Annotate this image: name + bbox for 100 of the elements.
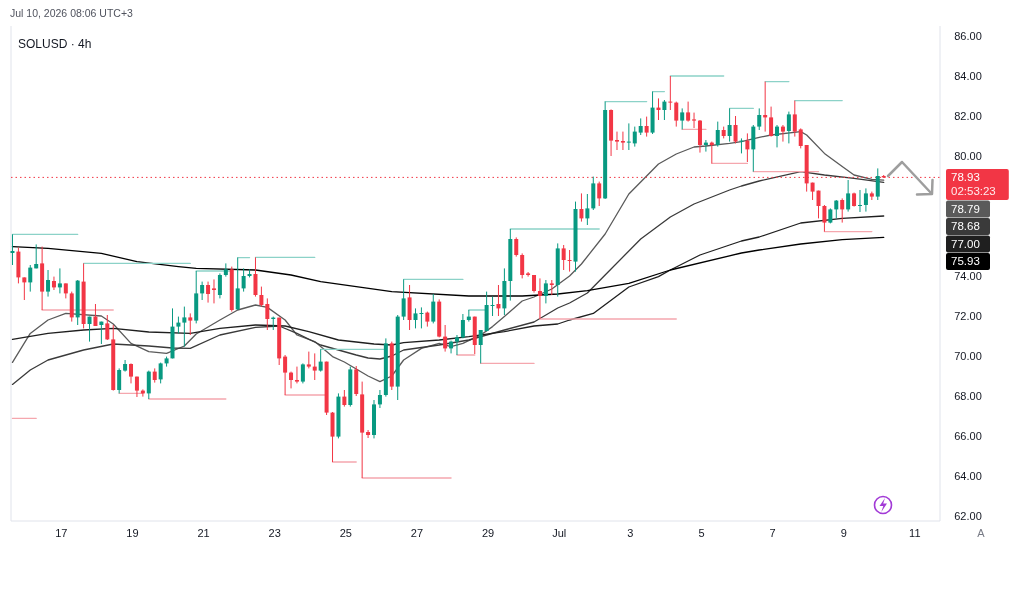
candlestick [87, 316, 92, 343]
candlestick [798, 127, 803, 149]
candlestick [51, 276, 56, 291]
x-tick-label: 11 [909, 527, 921, 539]
candlestick [816, 190, 821, 219]
x-tick-label: 23 [268, 527, 281, 539]
candlestick [715, 121, 720, 148]
candlestick [786, 111, 791, 144]
candlestick [674, 101, 679, 128]
candlestick [668, 75, 673, 111]
candlestick [846, 179, 851, 213]
candlestick [692, 112, 697, 129]
candlestick [840, 197, 845, 224]
candlestick [739, 137, 744, 154]
candlestick [10, 233, 15, 266]
candlestick [318, 348, 323, 373]
y-tick-label: 84.00 [954, 70, 982, 82]
candlestick [330, 411, 335, 463]
candlestick [561, 244, 566, 271]
candlestick [253, 256, 258, 298]
candlestick [615, 131, 619, 151]
y-tick-label: 70.00 [954, 350, 982, 362]
candlestick [478, 329, 483, 364]
x-tick-label: 29 [481, 527, 495, 539]
text: A [977, 527, 986, 539]
candlestick [834, 199, 839, 219]
text: SOLUSD · 4h [18, 37, 92, 51]
candlestick [857, 189, 862, 213]
candlestick [775, 124, 780, 148]
line-series [11, 236, 885, 297]
candlestick [312, 352, 317, 381]
candlestick [443, 324, 448, 353]
candlestick [401, 278, 406, 321]
candlestick [733, 115, 738, 144]
y-tick-label: 72.00 [954, 310, 982, 322]
y-tick-label: 68.00 [954, 390, 982, 402]
candlestick [745, 132, 750, 163]
x-tick-label: 25 [339, 527, 352, 539]
candlestick [117, 367, 122, 394]
candlestick [235, 257, 240, 311]
candlestick [283, 354, 288, 396]
candlestick [644, 116, 649, 138]
x-tick-label: 19 [126, 527, 139, 539]
candlestick [46, 269, 51, 298]
x-tick-label: 3 [627, 527, 634, 539]
candlestick [626, 122, 631, 151]
candlestick [686, 101, 691, 123]
candlestick [662, 99, 667, 121]
line-series [11, 215, 885, 346]
y-tick-label: 64.00 [954, 470, 982, 482]
candlestick [265, 297, 270, 331]
candlestick [579, 192, 584, 223]
candlestick [105, 314, 110, 341]
y-tick-label: 80.00 [954, 150, 982, 162]
x-tick-label: 7 [769, 527, 776, 539]
candlestick [597, 181, 602, 207]
candlestick [188, 312, 193, 336]
text: Jul 10, 2026 08:06 UTC+3 [10, 7, 134, 19]
x-tick-label: 21 [197, 527, 210, 539]
candlestick [680, 107, 685, 130]
candlestick [454, 334, 459, 356]
candlestick [769, 106, 774, 138]
candlestick [792, 100, 797, 138]
candlestick [413, 307, 418, 329]
text: 78.68 [951, 220, 980, 233]
candlestick [407, 284, 412, 331]
candlestick [567, 249, 572, 273]
text: 77.00 [951, 237, 980, 250]
text: 75.93 [951, 255, 980, 268]
candlestick [129, 362, 134, 384]
y-tick-label: 82.00 [954, 110, 982, 122]
candlestick [727, 107, 732, 143]
candlestick [526, 271, 531, 278]
candlestick [217, 272, 222, 299]
x-tick-label: Jul [552, 527, 567, 539]
candlestick [259, 286, 264, 308]
text: 02:53:23 [951, 185, 996, 198]
y-tick-label: 74.00 [954, 270, 982, 282]
candlestick [69, 291, 74, 323]
x-tick-label: 5 [698, 527, 705, 539]
candlestick [585, 193, 590, 226]
candlestick [543, 279, 548, 304]
candlestick [514, 236, 519, 258]
candlestick [632, 126, 637, 148]
line-series [11, 170, 885, 386]
candlestick [146, 370, 151, 400]
candlestick [431, 293, 436, 324]
candlestick [241, 267, 246, 293]
candlestick [182, 306, 187, 348]
candlestick [28, 264, 33, 293]
candlestick [22, 276, 27, 301]
y-tick-label: 66.00 [954, 430, 982, 442]
candlestick [757, 107, 762, 131]
candlestick [537, 277, 542, 320]
y-tick-label: 86.00 [954, 30, 982, 42]
candlestick [875, 167, 880, 201]
candlestick [300, 362, 305, 384]
candlestick [620, 131, 625, 151]
candlestick [377, 389, 382, 409]
y-tick-label: 62.00 [954, 510, 982, 522]
